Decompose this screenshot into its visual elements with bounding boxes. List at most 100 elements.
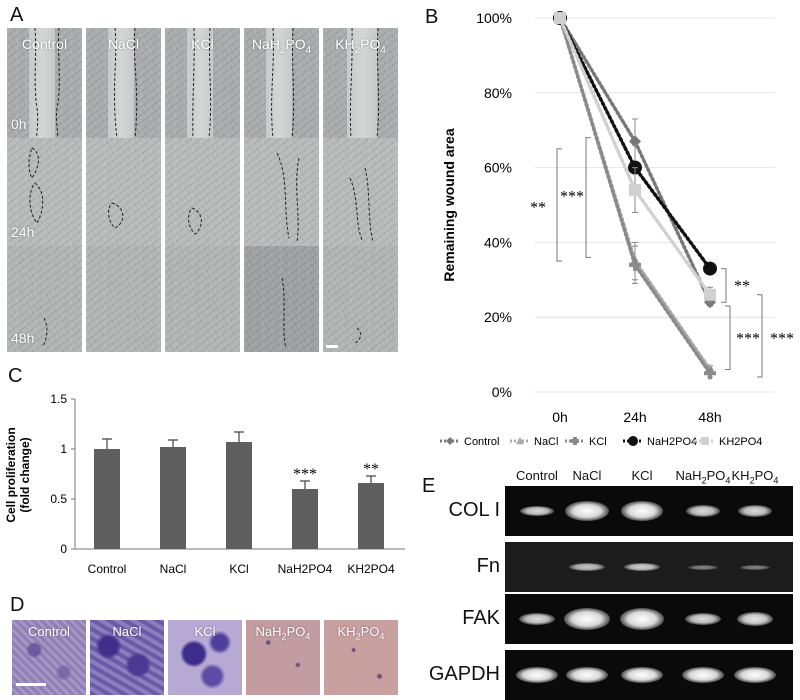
y-tick-label: 20% xyxy=(484,309,512,325)
wound-boundary-line xyxy=(271,28,274,139)
stain-image-control: Control xyxy=(12,620,86,695)
significance-label: *** xyxy=(770,330,794,347)
wound-boundary-line xyxy=(349,177,363,241)
data-point-circle xyxy=(703,261,717,276)
panel-letter-b: B xyxy=(425,6,439,28)
legend-label: NaH2PO4 xyxy=(647,436,697,448)
stain-label-nacl: NaCl xyxy=(112,624,142,639)
y-tick-label: 80% xyxy=(484,85,512,101)
time-label-24h: 24h xyxy=(11,224,35,240)
data-point-triangle xyxy=(516,437,524,445)
band-fak-nacl xyxy=(564,608,610,630)
wound-boundary-line xyxy=(276,152,290,239)
legend-label: NaCl xyxy=(534,436,558,448)
column-label-kcl: KCl xyxy=(191,36,214,52)
significance-bracket xyxy=(721,268,727,303)
wound-boundary-line xyxy=(376,28,380,139)
wound-boundary-line xyxy=(42,317,48,347)
significance-bracket xyxy=(757,294,763,378)
column-label-control: Control xyxy=(21,36,68,52)
legend-label: KH2PO4 xyxy=(719,436,762,448)
error-bar xyxy=(366,475,376,483)
legend-item-kh2po4: KH2PO4 xyxy=(695,436,762,448)
data-point-diamond xyxy=(629,135,641,148)
gel-row-label-gapdh: GAPDH xyxy=(428,663,500,685)
legend-label: KCl xyxy=(589,436,607,448)
panel-letter-c: C xyxy=(8,365,23,387)
micrograph-nah2po4-0h xyxy=(244,28,319,138)
band-gapdh-nah2po4 xyxy=(682,667,724,683)
western-blot-gel-panel: Control NaCl KCl NaH2PO4 KH2PO4 COL I Fn FAK GAP… xyxy=(420,460,800,700)
wound-area-line-chart: 0% 20% 40% 60% 80% 100% 0h 24h 48h Remaining wo… xyxy=(440,10,794,448)
scratch-gap xyxy=(187,28,213,138)
band-fn-kcl xyxy=(624,563,660,571)
y-tick-label: 0 xyxy=(60,542,67,556)
data-point-square xyxy=(704,288,716,301)
wound-boundary-overlay xyxy=(28,28,380,349)
legend-item-kcl: KCl xyxy=(565,436,607,448)
bar-nah2po4 xyxy=(292,489,318,549)
x-tick-label: 0h xyxy=(552,409,568,425)
gel-row-label-fak: FAK xyxy=(462,607,500,629)
band-gapdh-kcl xyxy=(621,667,663,683)
stain-label-control: Control xyxy=(28,624,70,639)
lane-label-kcl: KCl xyxy=(631,468,653,483)
band-col-i-kh2po4 xyxy=(738,505,772,517)
cell-proliferation-bar-chart: 0 0.5 1 1.5 Control NaCl KCl NaH2PO4 *** KH2PO4 *… xyxy=(4,392,405,576)
wound-boundary-line xyxy=(188,207,202,235)
data-point-square xyxy=(629,184,641,197)
significance-label: ** xyxy=(530,199,546,216)
column-label-nacl: NaCl xyxy=(107,36,140,52)
band-gapdh-nacl xyxy=(566,667,608,683)
x-tick-label: Control xyxy=(88,562,127,576)
legend-item-nah2po4: NaH2PO4 xyxy=(623,436,697,448)
significance-label: ** xyxy=(363,461,379,478)
column-label-kh2po4: KH2PO4 xyxy=(335,36,386,56)
band-fak-kcl xyxy=(620,608,664,630)
x-tick-label: NaH2PO4 xyxy=(278,562,333,576)
x-tick-label: KCl xyxy=(229,562,248,576)
y-axis-label: Cell proliferation(fold change) xyxy=(4,427,32,522)
legend-item-control: Control xyxy=(440,436,499,448)
panel-letter-a: A xyxy=(10,4,24,26)
data-point-plus xyxy=(704,367,716,380)
gel-strip-fn xyxy=(505,542,793,592)
micrograph-nacl-0h xyxy=(86,28,161,138)
band-fn-nacl xyxy=(569,563,605,571)
gel-strip-col-i xyxy=(505,486,793,536)
stain-label-kh2po4: KH2PO4 xyxy=(337,624,385,642)
wound-boundary-line xyxy=(29,182,44,224)
band-col-i-kcl xyxy=(621,501,663,521)
transwell-stain-images: Control NaCl KCl NaH2PO4 KH2PO4 xyxy=(12,620,398,695)
significance-label: ** xyxy=(734,278,750,295)
stain-image-kcl: KCl xyxy=(168,620,242,695)
bar-control xyxy=(94,449,120,549)
wound-boundary-line xyxy=(108,202,124,229)
bar-kcl xyxy=(226,442,252,549)
scale-bar xyxy=(326,345,338,348)
micrograph-control-48h xyxy=(7,246,82,352)
stain-label-nah2po4: NaH2PO4 xyxy=(255,624,311,642)
legend-label: Control xyxy=(464,436,499,448)
band-gapdh-control xyxy=(516,667,558,683)
x-tick-label: NaCl xyxy=(160,562,187,576)
gel-strip-fak xyxy=(505,594,793,644)
error-bar xyxy=(168,439,178,447)
wound-boundary-line xyxy=(291,28,295,139)
significance-label: *** xyxy=(293,466,317,483)
y-tick-label: 100% xyxy=(476,10,512,26)
data-point-square xyxy=(554,12,566,24)
micrograph-kcl-24h xyxy=(165,138,240,246)
lane-label-nah2po4: NaH2PO4 xyxy=(675,468,731,486)
y-axis-label: Remaining wound area xyxy=(441,128,457,281)
band-col-i-control xyxy=(520,506,554,516)
significance-bracket xyxy=(725,305,731,371)
band-fak-control xyxy=(519,613,555,625)
wound-boundary-line xyxy=(208,28,212,139)
wound-boundary-line xyxy=(55,28,60,139)
bar-kh2po4 xyxy=(358,483,384,549)
band-fn-nah2po4 xyxy=(688,564,718,570)
data-point-plus xyxy=(571,437,579,445)
wound-boundary-line xyxy=(349,28,353,139)
wound-boundary-line xyxy=(364,167,374,243)
